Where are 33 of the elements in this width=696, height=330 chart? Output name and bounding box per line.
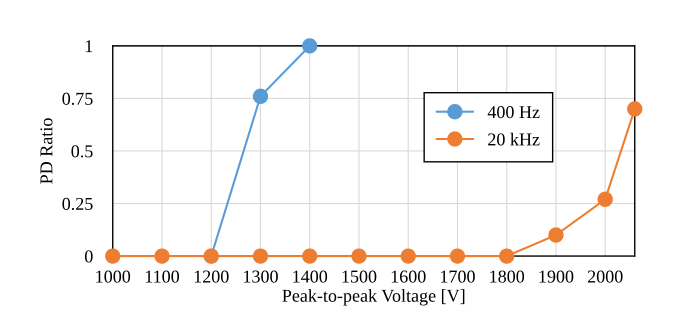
point (598, 192, 613, 207)
x-tick-label: 1600 (392, 270, 426, 283)
x-tick-label: 1900 (539, 270, 574, 283)
x-tick-label: 1300 (244, 270, 278, 283)
point (252, 88, 268, 104)
y-tick-label: 0.75 (62, 92, 93, 105)
x-tick-label: 1100 (146, 270, 180, 283)
point (154, 248, 170, 264)
legend-label: 20 kHz (488, 132, 540, 146)
y-tick-label: 0 (84, 250, 93, 263)
point (627, 101, 642, 117)
point (351, 248, 367, 264)
x-tick-label: 1000 (96, 270, 130, 283)
point (548, 227, 564, 243)
point (105, 248, 120, 264)
y-tick-label: 1 (86, 40, 92, 52)
x-tick-label: 1800 (490, 270, 524, 283)
y-tick-label: 0.25 (62, 198, 93, 210)
x-axis-title: Peak-to-peak Voltage [V] (282, 289, 464, 306)
x-tick-label: 1500 (342, 270, 376, 283)
x-tick-label: 1400 (293, 270, 328, 283)
x-tick-label: 2000 (588, 270, 623, 283)
x-tick-label: 1200 (194, 270, 229, 283)
y-tick-label: 0.5 (71, 145, 93, 158)
y-axis-title: PD Ratio (40, 118, 52, 184)
x-tick-label: 1700 (441, 270, 475, 283)
point (499, 248, 514, 264)
legend-label: 400 Hz (488, 106, 540, 118)
point (400, 248, 416, 264)
point (302, 248, 318, 264)
point (252, 248, 268, 264)
point (450, 248, 466, 264)
point (302, 38, 318, 54)
